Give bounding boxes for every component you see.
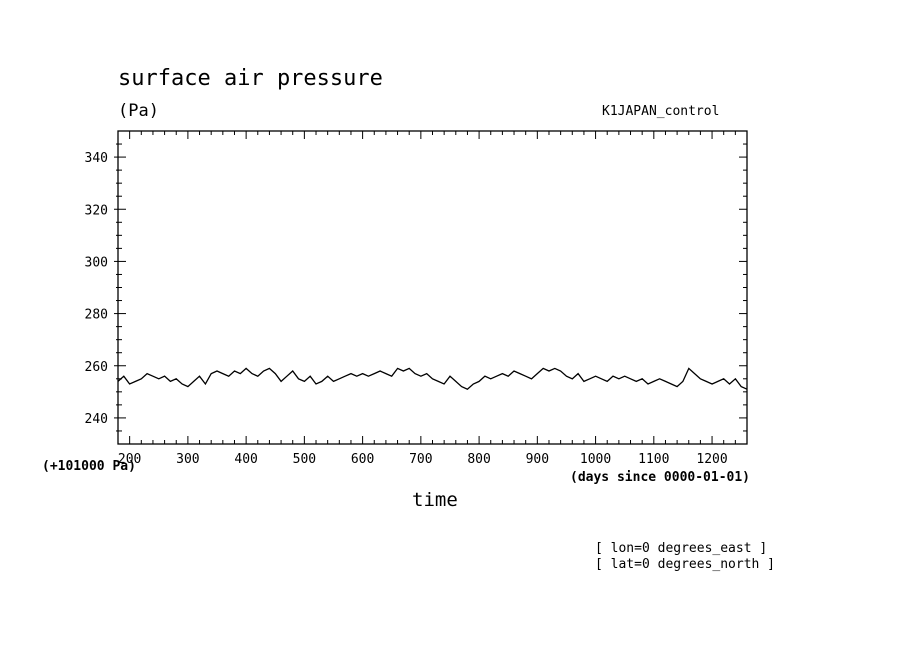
x-tick-label: 400 xyxy=(234,452,257,467)
x-tick-label: 1100 xyxy=(638,452,669,467)
x-tick-label: 800 xyxy=(467,452,490,467)
y-tick-label: 260 xyxy=(85,360,108,375)
y-tick-label: 240 xyxy=(85,412,108,427)
y-tick-label: 280 xyxy=(85,308,108,323)
x-axis: 200 300 400 500 600 700 800 900 1000 1100 1200 xyxy=(118,131,736,467)
x-tick-label: 700 xyxy=(409,452,432,467)
annotation-lon: [ lon=0 degrees_east ] xyxy=(595,541,768,556)
y-axis: 240 260 280 300 320 340 xyxy=(85,143,747,432)
chart-title: surface air pressure xyxy=(118,66,383,91)
x-tick-label: 300 xyxy=(176,452,199,467)
y-tick-label: 300 xyxy=(85,255,108,270)
x-tick-label: 900 xyxy=(526,452,549,467)
units-label: (Pa) xyxy=(118,101,159,121)
x-tick-label: 500 xyxy=(293,452,316,467)
x-units-label: (days since 0000-01-01) xyxy=(570,470,751,485)
case-name-label: K1JAPAN_control xyxy=(602,104,720,119)
y-tick-label: 320 xyxy=(85,203,108,218)
x-tick-label: 1200 xyxy=(696,452,727,467)
annotation-lat: [ lat=0 degrees_north ] xyxy=(595,557,776,572)
series-line xyxy=(117,367,748,390)
y-tick-label: 340 xyxy=(85,151,108,166)
x-tick-label: 600 xyxy=(351,452,374,467)
y-offset-label: (+101000 Pa) xyxy=(42,459,136,474)
x-axis-title: time xyxy=(412,489,458,511)
plot-frame xyxy=(117,130,748,445)
x-tick-label: 1000 xyxy=(580,452,611,467)
x-tick-label: 200 xyxy=(118,452,141,467)
